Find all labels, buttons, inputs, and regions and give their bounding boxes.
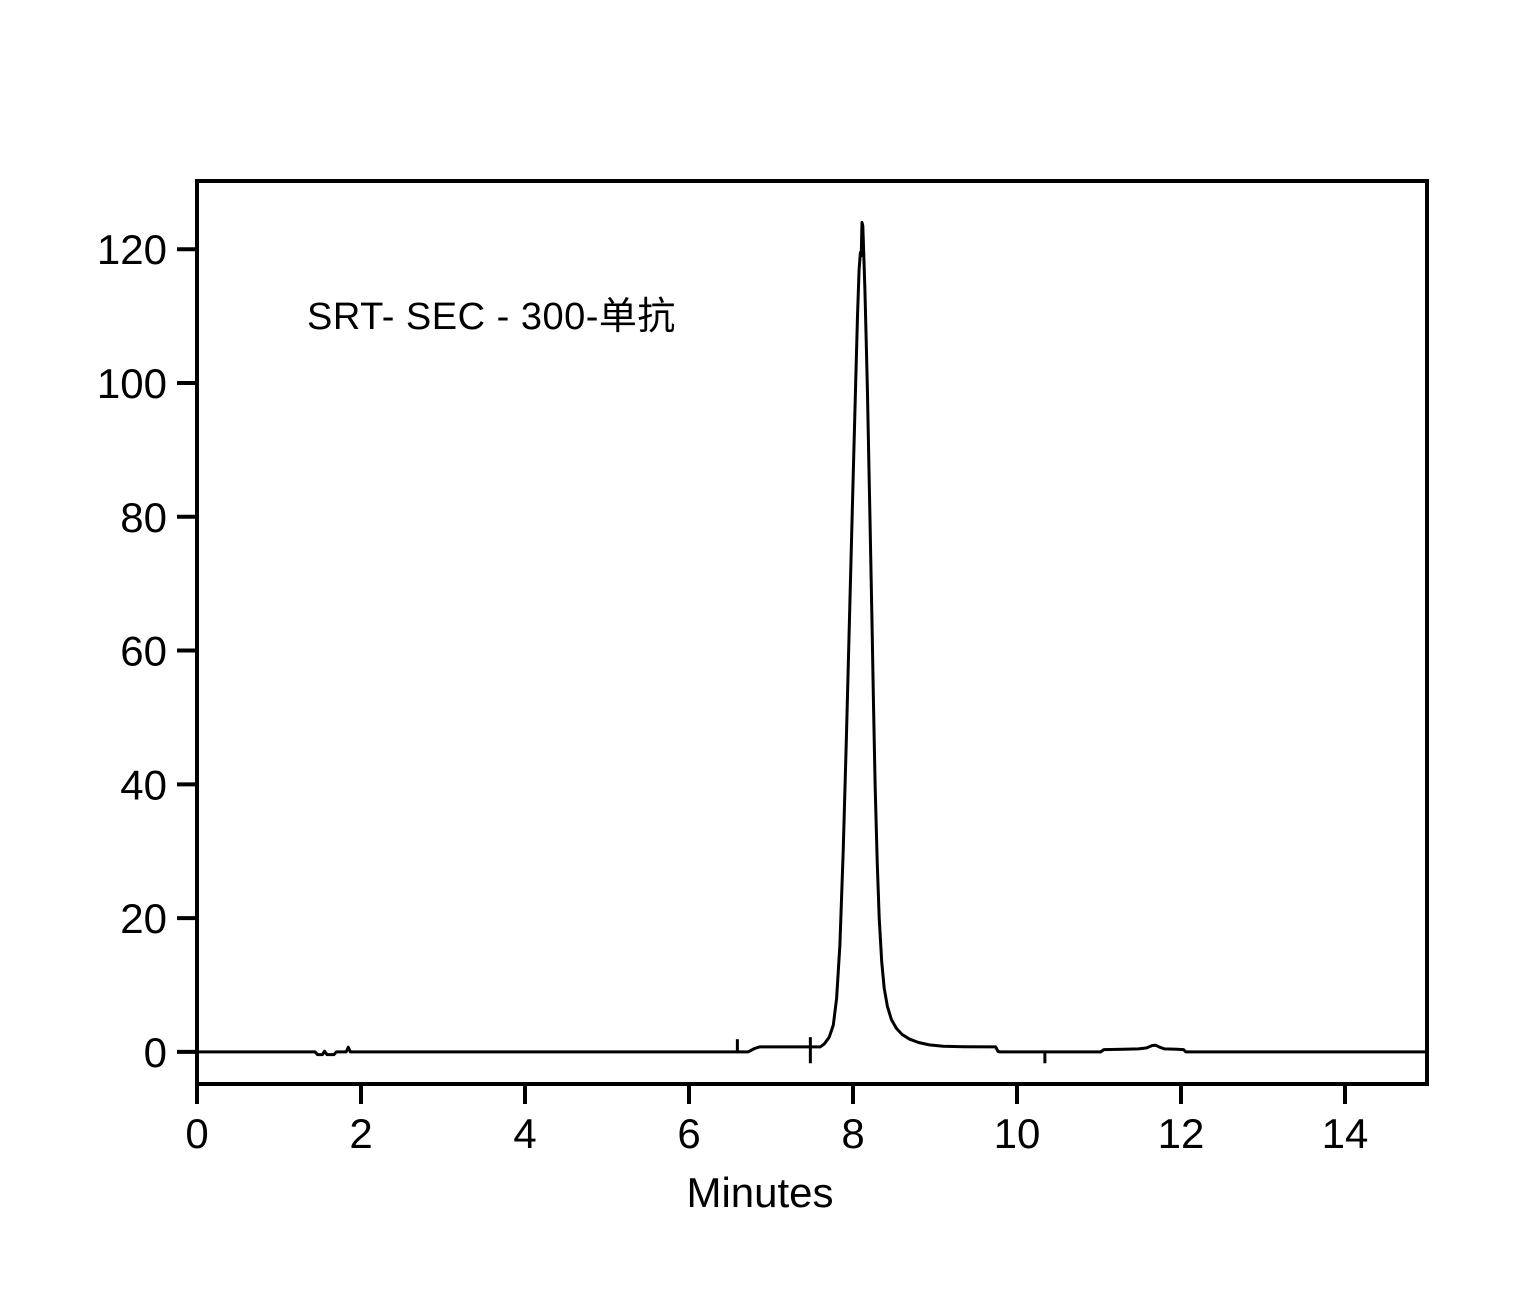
y-tick-label: 80 [120, 494, 167, 541]
x-tick-label: 2 [349, 1110, 372, 1157]
y-tick-label: 100 [97, 360, 167, 407]
x-tick-label: 14 [1322, 1110, 1369, 1157]
x-tick-label: 10 [994, 1110, 1041, 1157]
x-tick-label: 4 [513, 1110, 536, 1157]
x-tick-label: 6 [677, 1110, 700, 1157]
y-tick-label: 40 [120, 761, 167, 808]
x-tick-label: 12 [1158, 1110, 1205, 1157]
series-annotation: SRT- SEC - 300-单抗 [307, 296, 676, 338]
x-tick-label: 0 [185, 1110, 208, 1157]
integration-markers [735, 1037, 1047, 1064]
x-axis-ticks: 0 2 4 6 8 10 12 14 [185, 1084, 1368, 1157]
y-tick-label: 0 [144, 1029, 167, 1076]
x-tick-label: 8 [841, 1110, 864, 1157]
y-tick-label: 60 [120, 628, 167, 675]
y-axis-ticks: 0 20 40 60 80 100 120 [97, 226, 197, 1076]
y-tick-label: 120 [97, 226, 167, 273]
plot-frame [195, 179, 1429, 1086]
x-axis-title: Minutes [686, 1169, 833, 1216]
y-tick-label: 20 [120, 895, 167, 942]
chromatogram-trace [197, 221, 1427, 1057]
